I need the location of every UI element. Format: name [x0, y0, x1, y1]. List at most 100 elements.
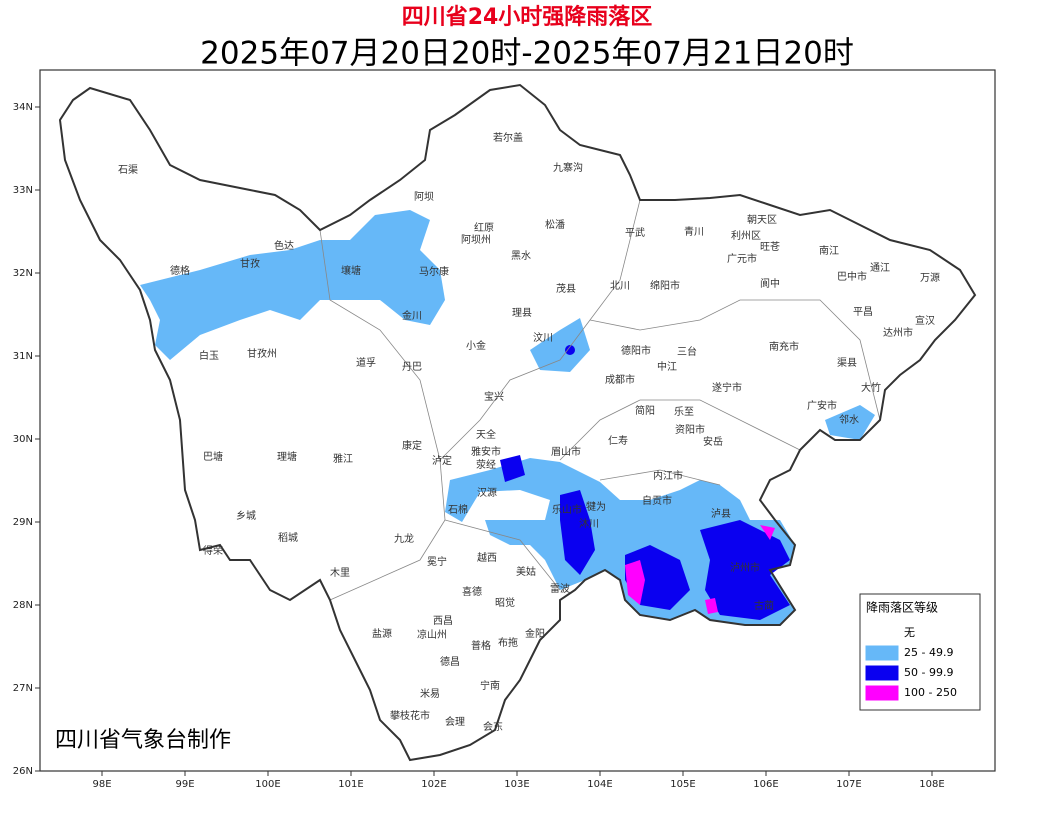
place-label: 巴塘 — [203, 450, 223, 463]
lat-tick-label: 29N — [13, 517, 33, 528]
legend-label: 25 - 49.9 — [904, 646, 953, 659]
place-label: 南充市 — [769, 340, 799, 353]
lat-tick-label: 31N — [13, 351, 33, 362]
place-label: 平昌 — [853, 306, 873, 318]
lat-tick-label: 34N — [13, 102, 33, 113]
place-label: 会理 — [445, 715, 465, 728]
legend-swatch — [865, 665, 899, 681]
place-label: 安岳 — [703, 435, 723, 448]
place-label: 宣汉 — [915, 314, 935, 327]
legend-label: 100 - 250 — [904, 686, 957, 699]
place-label: 盐源 — [372, 627, 392, 640]
place-label: 仁寿 — [608, 434, 628, 447]
border — [319, 229, 446, 601]
place-label: 凉山州 — [417, 628, 447, 641]
place-label: 越西 — [477, 551, 497, 564]
place-label: 金川 — [402, 309, 422, 322]
place-label: 成都市 — [605, 373, 635, 386]
place-label: 巴中市 — [837, 270, 867, 283]
place-label: 雅江 — [333, 452, 353, 465]
lon-tick-label: 103E — [504, 779, 529, 790]
border — [444, 519, 561, 591]
place-label: 若尔盖 — [493, 131, 523, 144]
rain-area — [700, 520, 790, 620]
place-label: 金阳 — [525, 627, 545, 640]
place-label: 西昌 — [433, 615, 453, 627]
place-label: 石渠 — [118, 164, 138, 176]
legend-swatch — [866, 626, 898, 640]
place-label: 泸州市 — [730, 561, 760, 574]
place-label: 荥经 — [476, 458, 496, 471]
place-label: 中江 — [657, 360, 677, 373]
place-label: 康定 — [402, 439, 422, 452]
place-label: 甘孜州 — [247, 347, 277, 360]
place-label: 黑水 — [511, 250, 531, 262]
lat-tick-label: 32N — [13, 268, 33, 279]
place-label: 乐至 — [674, 406, 694, 418]
rain-area — [530, 318, 590, 372]
place-label: 松潘 — [545, 218, 565, 231]
place-label: 丹巴 — [402, 361, 422, 373]
lon-tick-label: 98E — [92, 779, 111, 790]
lon-tick-label: 99E — [175, 779, 194, 790]
place-label: 稻城 — [278, 532, 298, 544]
rain-area — [825, 405, 875, 440]
place-label: 汉源 — [477, 486, 497, 499]
place-label: 米易 — [420, 687, 440, 700]
place-label: 阿坝州 — [461, 234, 491, 246]
map-subtitle: 2025年07月20日20时-2025年07月21日20时 — [200, 36, 854, 72]
rain-area — [625, 560, 645, 605]
border — [589, 299, 881, 421]
place-label: 德格 — [170, 264, 190, 277]
rain-area — [565, 345, 575, 355]
lat-tick-label: 28N — [13, 600, 33, 611]
border — [559, 399, 801, 461]
lat-tick-label: 26N — [13, 766, 33, 777]
place-label: 小金 — [466, 339, 486, 352]
lon-tick-label: 100E — [255, 779, 280, 790]
place-label: 马尔康 — [419, 265, 449, 278]
rain-areas — [140, 210, 875, 625]
place-label: 雷波 — [550, 582, 570, 595]
place-label: 绵阳市 — [650, 279, 680, 292]
place-label: 南江 — [819, 244, 839, 257]
rain-area — [560, 490, 595, 575]
place-label: 美姑 — [516, 565, 536, 578]
place-label: 通江 — [870, 262, 890, 274]
place-label: 泸定 — [432, 454, 452, 467]
place-label: 石棉 — [448, 503, 468, 516]
place-label: 自贡市 — [642, 494, 672, 507]
place-label: 眉山市 — [551, 445, 581, 458]
place-label: 汶川 — [533, 331, 553, 344]
place-label: 简阳 — [635, 404, 655, 417]
credit: 四川省气象台制作 — [55, 728, 231, 753]
lon-tick-label: 101E — [338, 779, 363, 790]
place-label: 广安市 — [807, 399, 837, 412]
place-label: 阿坝 — [414, 191, 434, 203]
place-label: 宁南 — [480, 679, 500, 692]
legend-swatch — [865, 685, 899, 701]
place-label: 甘孜 — [240, 257, 260, 270]
place-label: 雅安市 — [471, 445, 501, 458]
place-label: 内江市 — [653, 469, 683, 482]
lon-tick-label: 107E — [836, 779, 861, 790]
place-label: 达州市 — [883, 326, 913, 339]
place-label: 邻水 — [839, 413, 859, 426]
place-label: 犍为 — [586, 501, 606, 513]
place-label: 北川 — [610, 280, 630, 292]
axis-ticks: 34N 33N 32N 31N 30N 29N 28N 27N 26N 98E 99E 100E 101… — [13, 102, 945, 790]
place-label: 攀枝花市 — [390, 709, 430, 722]
lat-tick-label: 27N — [13, 683, 33, 694]
place-label: 九龙 — [394, 532, 414, 545]
place-label: 乐山市 — [552, 503, 582, 516]
place-label: 天全 — [476, 428, 496, 441]
place-label: 冕宁 — [427, 555, 447, 568]
place-label: 沐川 — [579, 517, 599, 530]
place-label: 喜德 — [462, 585, 482, 598]
legend-label: 50 - 99.9 — [904, 666, 953, 679]
place-label: 得荣 — [203, 545, 223, 557]
internal-borders — [319, 199, 881, 601]
place-label: 九寨沟 — [553, 161, 583, 174]
